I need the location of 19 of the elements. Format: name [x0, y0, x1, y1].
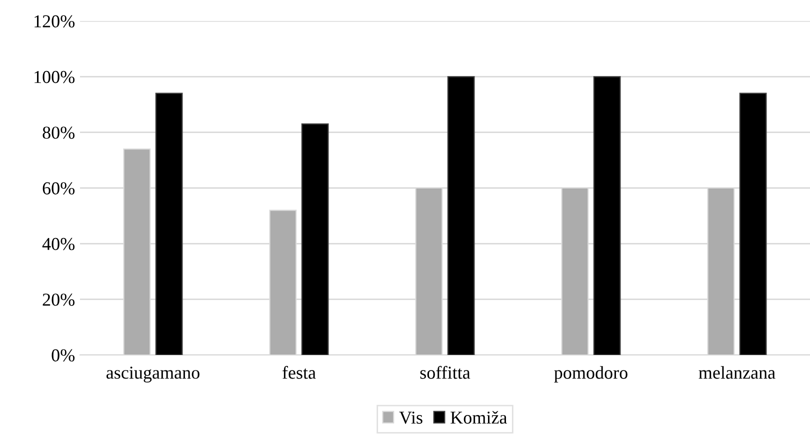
- y-tick-label: 60%: [42, 182, 75, 194]
- x-tick-label: festa: [282, 366, 316, 379]
- y-tick-label: 80%: [42, 126, 75, 139]
- y-tick-label: 120%: [34, 15, 75, 28]
- bar: [739, 92, 767, 355]
- y-tick-label: 40%: [42, 238, 75, 250]
- x-tick-label: soffitta: [420, 366, 470, 379]
- legend-label: Vis: [399, 412, 422, 424]
- x-tick-label: pomodoro: [554, 366, 628, 382]
- legend-label: Komiža: [450, 410, 507, 424]
- bar: [301, 123, 329, 355]
- x-tick-label: asciugamano: [106, 366, 200, 382]
- bar: [447, 76, 475, 355]
- y-tick-label: 0%: [52, 349, 75, 362]
- bar: [155, 92, 183, 355]
- y-tick-label: 100%: [34, 70, 75, 84]
- y-tick-label: 20%: [42, 294, 75, 306]
- x-tick-label: melanzana: [698, 366, 776, 379]
- bar: [593, 76, 621, 355]
